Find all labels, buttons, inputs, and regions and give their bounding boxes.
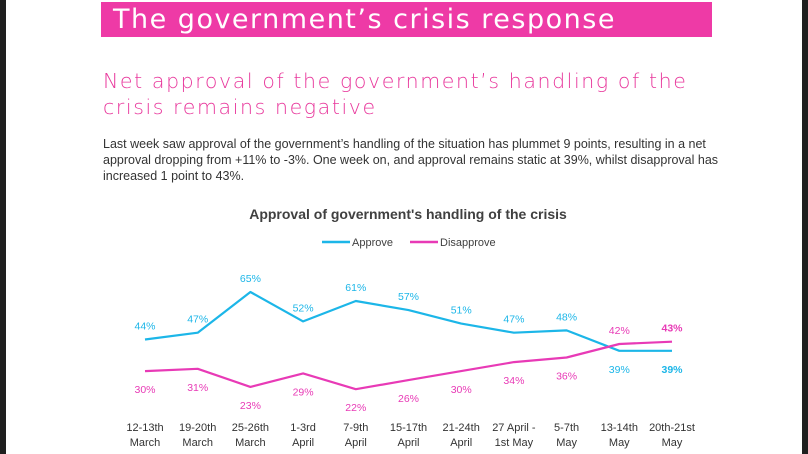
section-subtitle: Net approval of the government’s handlin… (103, 69, 688, 119)
data-label-approve-4: 61% (345, 282, 366, 294)
legend-label-approve: Approve (352, 237, 393, 249)
series-line-approve (144, 290, 672, 352)
data-label-approve-9: 39% (609, 364, 630, 376)
data-label-disapprove-1: 31% (187, 382, 208, 394)
x-tick-label-7-line1: 27 April - (492, 422, 536, 434)
data-label-disapprove-10: 43% (661, 323, 683, 335)
data-label-approve-5: 57% (398, 291, 419, 303)
data-label-disapprove-8: 36% (556, 371, 577, 383)
data-label-approve-0: 44% (134, 320, 155, 332)
page: The government’s crisis response Net app… (6, 0, 802, 454)
x-tick-label-6-line2: April (450, 437, 472, 449)
summary-paragraph: Last week saw approval of the government… (103, 137, 719, 183)
data-label-approve-7: 47% (503, 314, 524, 326)
title-banner: The government’s crisis response (101, 2, 712, 37)
x-tick-label-0-line1: 12-13th (126, 422, 163, 434)
x-tick-label-1-line2: March (182, 437, 213, 449)
x-tick-label-5-line2: April (397, 437, 419, 449)
x-tick-label-6-line1: 21-24th (443, 422, 480, 434)
x-tick-label-10-line1: 20th-21st (649, 422, 695, 434)
x-tick-label-9-line2: May (609, 437, 630, 449)
data-label-disapprove-3: 29% (293, 386, 314, 398)
x-tick-label-2-line2: March (235, 437, 266, 449)
x-tick-label-3-line2: April (292, 437, 314, 449)
page-title: The government’s crisis response (113, 4, 616, 35)
data-label-approve-6: 51% (451, 305, 472, 317)
data-label-disapprove-5: 26% (398, 393, 419, 405)
data-label-disapprove-4: 22% (345, 402, 366, 414)
x-tick-label-0-line2: March (130, 437, 161, 449)
data-label-approve-2: 65% (240, 273, 261, 285)
x-tick-label-2-line1: 25-26th (232, 422, 269, 434)
data-label-disapprove-7: 34% (503, 375, 524, 387)
data-label-disapprove-0: 30% (134, 384, 155, 396)
x-tick-label-1-line1: 19-20th (179, 422, 216, 434)
x-tick-label-5-line1: 15-17th (390, 422, 427, 434)
data-label-disapprove-9: 42% (609, 325, 630, 337)
series-line-disapprove (144, 340, 673, 391)
data-label-approve-10: 39% (661, 364, 683, 376)
x-tick-label-7-line2: 1st May (495, 437, 534, 449)
legend-label-disapprove: Disapprove (440, 237, 496, 249)
x-tick-label-3-line1: 1-3rd (290, 422, 316, 434)
chart-title: Approval of government's handling of the… (249, 206, 567, 222)
x-tick-label-8-line2: May (556, 437, 577, 449)
data-label-disapprove-2: 23% (240, 400, 261, 412)
x-tick-label-8-line1: 5-7th (554, 422, 579, 434)
data-label-disapprove-6: 30% (451, 384, 472, 396)
data-label-approve-3: 52% (293, 302, 314, 314)
x-tick-label-4-line2: April (345, 437, 367, 449)
x-tick-label-10-line2: May (662, 437, 683, 449)
x-tick-label-4-line1: 7-9th (343, 422, 368, 434)
x-tick-label-9-line1: 13-14th (601, 422, 638, 434)
data-label-approve-8: 48% (556, 311, 577, 323)
data-label-approve-1: 47% (187, 314, 208, 326)
